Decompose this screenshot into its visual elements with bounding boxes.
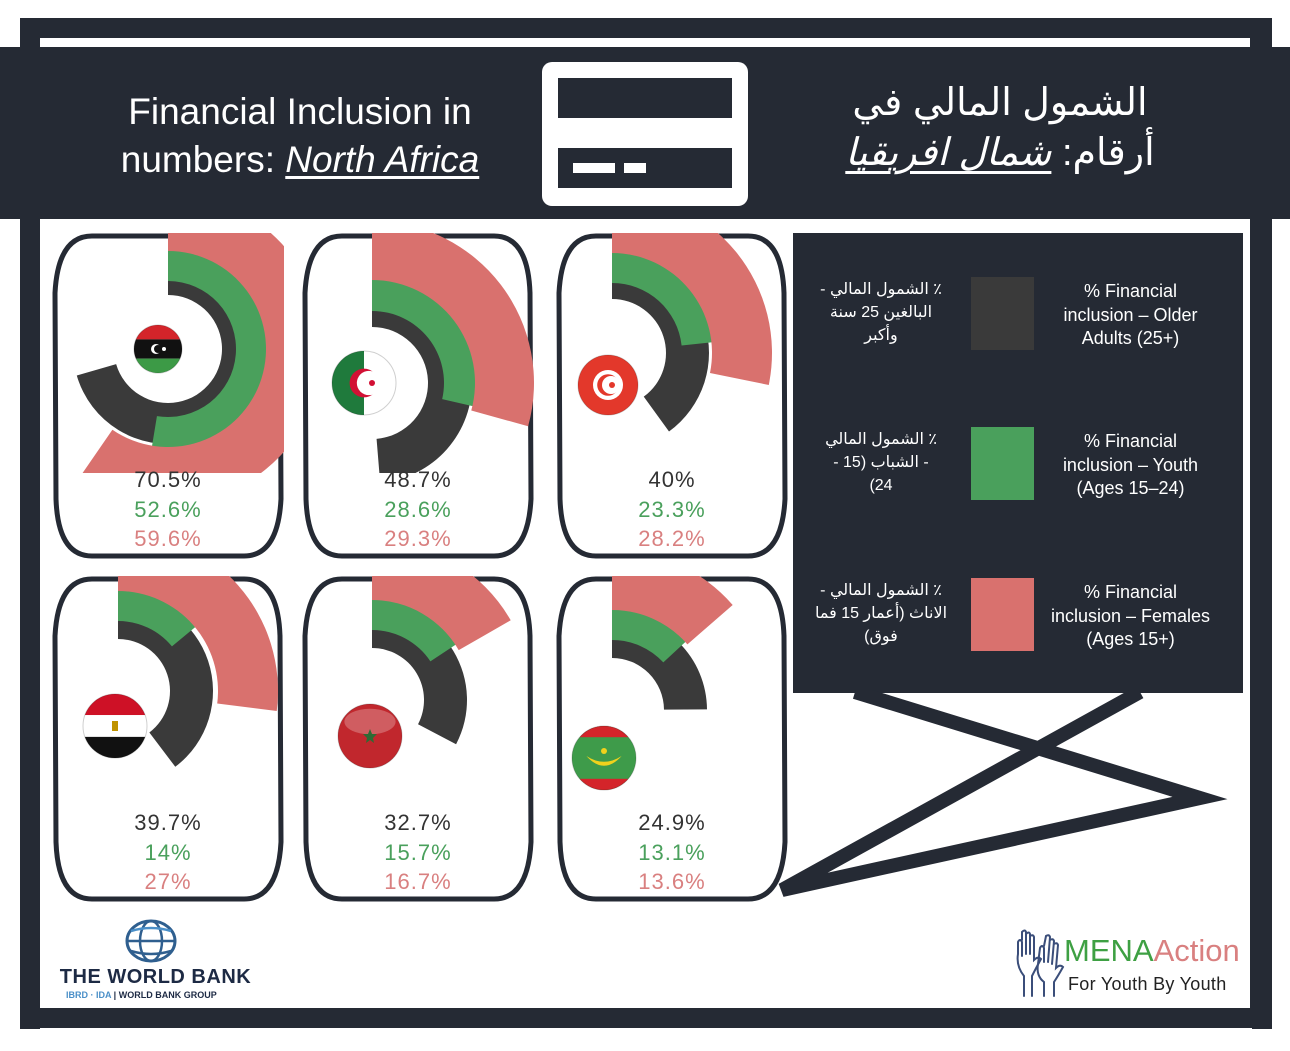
bar-older: [76, 254, 264, 444]
title-ar-line1: الشمول المالي في: [852, 82, 1148, 124]
value-youth: 15.7%: [384, 839, 452, 865]
values: 40% 23.3% 28.2%: [556, 465, 788, 554]
legend-label-ar: ٪ الشمول المالي - الاناث (أعمار 15 فما فوق…: [814, 582, 948, 645]
legend-label-ar: ٪ الشمول المالي - الشباب (15 -24): [825, 431, 937, 494]
bottom-bar: [20, 1008, 1272, 1028]
country-panel-mauritania: 24.9% 13.1% 13.6%: [556, 576, 788, 902]
radial-bar-chart: [331, 233, 534, 473]
value-older: 32.7%: [384, 810, 452, 835]
bar-female: [612, 233, 772, 385]
left-post: [20, 219, 40, 1029]
value-youth: 28.6%: [384, 496, 452, 522]
legend-swatch-youth: [971, 427, 1034, 500]
value-youth: 13.1%: [638, 839, 706, 865]
world-bank-subtitle: IBRD · IDA | WORLD BANK GROUP: [66, 990, 217, 1000]
legend-label-en: % Financial inclusion – Females (Ages 15+): [1050, 582, 1211, 649]
value-older: 39.7%: [134, 810, 202, 835]
legend-item-older: ٪ الشمول المالي - البالغين 25 سنة وأكبر % …: [793, 277, 1243, 358]
radial-bar-chart: [76, 233, 284, 473]
value-older: 24.9%: [638, 810, 706, 835]
value-female: 16.7%: [384, 869, 452, 894]
value-older: 40%: [648, 467, 696, 492]
legend-swatch-female: [971, 578, 1034, 651]
country-panel-egypt: 39.7% 14% 27%: [52, 576, 284, 902]
bar-youth: [372, 253, 502, 413]
radial-bar-chart: [571, 576, 733, 791]
credit-card-icon: [542, 62, 748, 206]
values: 39.7% 14% 27%: [52, 808, 284, 897]
country-panel-morocco: 32.7% 15.7% 16.7%: [302, 576, 534, 902]
radial-bar-chart: [82, 576, 278, 767]
mena-action-logo: MENAAction For Youth By Youth: [1010, 922, 1245, 1002]
easel-stand-icon: [778, 690, 1228, 897]
mena-action-name: MENAAction: [1064, 933, 1240, 968]
bar-female: [82, 233, 284, 473]
mena-action-tagline: For Youth By Youth: [1068, 974, 1227, 994]
values: 24.9% 13.1% 13.6%: [556, 808, 788, 897]
globe-icon: [125, 919, 177, 963]
values: 70.5% 52.6% 59.6%: [52, 465, 284, 554]
bar-female: [612, 576, 733, 645]
value-youth: 23.3%: [638, 496, 706, 522]
legend: ٪ الشمول المالي - البالغين 25 سنة وأكبر % …: [793, 233, 1243, 693]
libya-flag-icon: [133, 324, 183, 374]
top-strip: [40, 38, 1250, 47]
bar-female: [372, 233, 534, 427]
panel-frame: [302, 576, 534, 902]
region-name-en: North Africa: [285, 139, 480, 180]
values: 48.7% 28.6% 29.3%: [302, 465, 534, 554]
legend-label-en: % Financial inclusion – Youth (Ages 15–24): [1062, 431, 1199, 498]
legend-item-youth: ٪ الشمول المالي - الشباب (15 -24) % Finan…: [793, 427, 1243, 508]
panel-frame: [556, 576, 788, 902]
egypt-flag-icon: [82, 693, 148, 759]
values: 32.7% 15.7% 16.7%: [302, 808, 534, 897]
mauritania-flag-icon: [571, 725, 637, 791]
bar-female: [118, 576, 278, 712]
title-english: Financial Inclusion in numbers: North Af…: [90, 88, 510, 184]
value-female: 29.3%: [384, 526, 452, 551]
bar-older: [118, 596, 214, 767]
title-en-line1: Financial Inclusion in: [128, 91, 472, 132]
value-older: 48.7%: [384, 467, 452, 492]
right-post: [1252, 219, 1272, 1029]
legend-swatch-older: [971, 277, 1034, 350]
raised-hands-icon: [1016, 929, 1065, 997]
title-en-line2: numbers: North Africa: [120, 139, 480, 180]
region-name-ar: شمال افريقيا: [845, 132, 1052, 174]
value-female: 59.6%: [134, 526, 202, 551]
value-female: 27%: [144, 869, 192, 894]
title-ar-line2: أرقام: شمال افريقيا: [845, 132, 1155, 174]
radial-bar-chart: [337, 576, 511, 769]
country-panel-libya: 70.5% 52.6% 59.6%: [52, 233, 284, 559]
bar-female: [372, 576, 511, 651]
radial-bar-chart: [577, 233, 772, 432]
world-bank-title: THE WORLD BANK: [59, 966, 252, 988]
world-bank-logo: THE WORLD BANK IBRD · IDA | WORLD BANK G…: [48, 916, 263, 1006]
value-youth: 14%: [144, 839, 192, 865]
title-arabic: الشمول المالي في أرقام: شمال افريقيا: [790, 78, 1210, 178]
legend-item-female: ٪ الشمول المالي - الاناث (أعمار 15 فما فوق…: [793, 578, 1243, 659]
value-older: 70.5%: [134, 467, 202, 492]
legend-label-en: % Financial inclusion – Older Adults (25+): [1063, 281, 1198, 348]
legend-label-ar: ٪ الشمول المالي - البالغين 25 سنة وأكبر: [820, 281, 942, 344]
morocco-flag-icon: [337, 703, 403, 769]
country-panel-tunisia: 40% 23.3% 28.2%: [556, 233, 788, 559]
value-female: 28.2%: [638, 526, 706, 551]
value-youth: 52.6%: [134, 496, 202, 522]
tunisia-flag-icon: [577, 354, 639, 416]
value-female: 13.6%: [638, 869, 706, 894]
country-panel-algeria: 48.7% 28.6% 29.3%: [302, 233, 534, 559]
algeria-flag-icon: [331, 350, 397, 416]
